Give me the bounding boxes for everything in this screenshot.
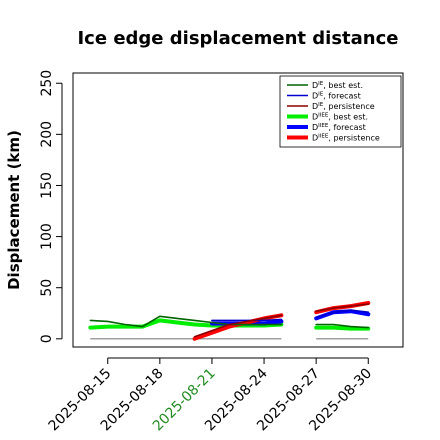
chart-title: Ice edge displacement distance [77, 28, 398, 49]
legend-label-2: DIE, persistence [312, 102, 375, 111]
legend-label-1: DIE, forecast [312, 92, 361, 101]
legend-label-4: DIIEE, forecast [312, 123, 366, 132]
series-line-ie-forecast-0 [211, 318, 283, 322]
series-line-iiee-best-est-1 [314, 325, 371, 331]
y-axis-label: Displacement (km) [5, 130, 23, 290]
y-tick-label-150: 150 [39, 172, 55, 199]
legend-box [279, 75, 402, 148]
series-line-ie-persistence-0 [193, 314, 283, 338]
series-line-ie-best-est-0 [89, 315, 283, 328]
series-line-ie-persistence-1 [315, 303, 370, 313]
y-tick-label-100: 100 [39, 223, 55, 250]
legend-label-5: DIIEE, persistence [312, 134, 380, 143]
series-line-ie-forecast-1 [315, 309, 370, 319]
y-tick-label-50: 50 [39, 279, 55, 297]
plot-frame [72, 72, 404, 348]
y-tick-label-200: 200 [39, 121, 55, 148]
x-axis: 2025-08-152025-08-182025-08-212025-08-24… [46, 357, 375, 434]
legend-label-0: DIE, best est. [312, 81, 363, 90]
y-axis: 0 50 100 150 200 250 [39, 70, 63, 343]
series-lines [88, 301, 371, 341]
y-tick-label-250: 250 [39, 70, 55, 97]
series-line-ie-best-est-1 [315, 323, 370, 329]
y-tick-label-0: 0 [39, 334, 55, 343]
legend-label-3: DIIEE, best est. [312, 113, 368, 122]
